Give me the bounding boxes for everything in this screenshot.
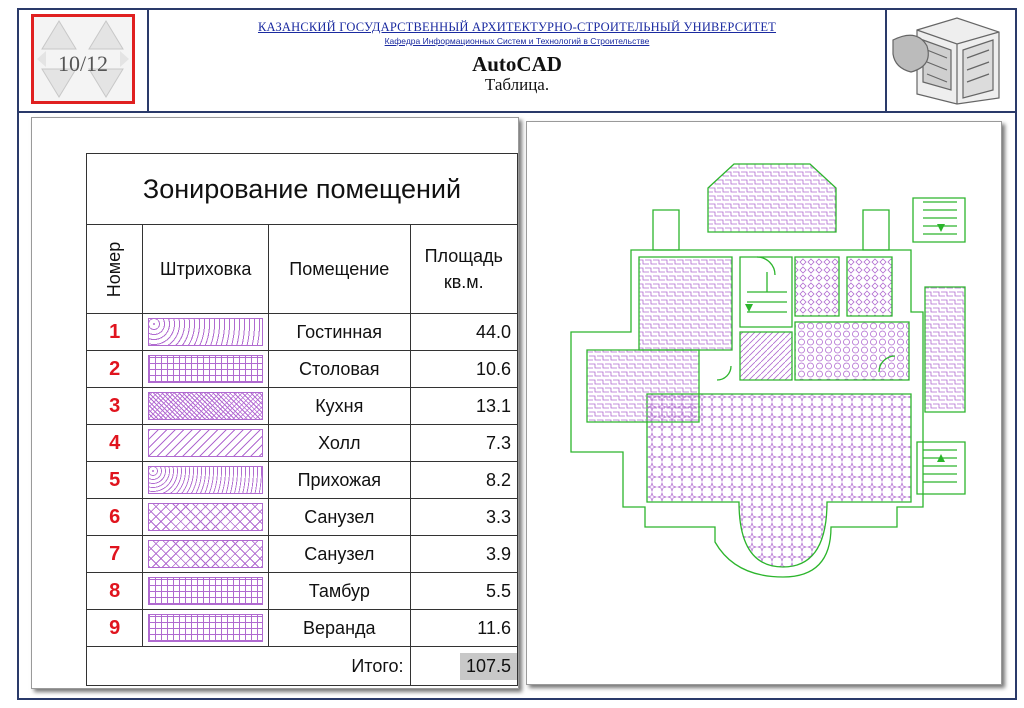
slide-counter[interactable]: 10/12: [31, 14, 135, 104]
row-hatch-swatch: [142, 498, 270, 536]
row-hatch-swatch: [142, 424, 270, 462]
table-row: 6 Санузел 3.3: [85, 498, 519, 536]
table-row: 5 Прихожая 8.2: [85, 461, 519, 499]
university-link[interactable]: КАЗАНСКИЙ ГОСУДАРСТВЕННЫЙ АРХИТЕКТУРНО-С…: [257, 20, 777, 34]
slide-counter-text: 10/12: [57, 51, 109, 76]
slide-frame: 10/12 КАЗАНСКИЙ ГОСУДАРСТВЕННЫЙ АРХИТЕКТ…: [17, 8, 1017, 700]
row-area: 13.1: [409, 387, 519, 425]
row-area: 3.9: [409, 535, 519, 573]
table-title: Зонирование помещений: [86, 153, 518, 225]
row-area: 8.2: [409, 461, 519, 499]
col-number-header: Номер: [85, 224, 144, 314]
col-area-header: Площадь кв.м.: [409, 224, 519, 314]
row-area: 44.0: [409, 313, 519, 351]
table-row: 2 Столовая 10.6: [85, 350, 519, 388]
floor-plan-panel: [526, 121, 1002, 685]
row-area: 7.3: [409, 424, 519, 462]
row-hatch-swatch: [142, 387, 270, 425]
row-room: Гостинная: [268, 313, 411, 351]
row-room: Тамбур: [268, 572, 411, 610]
row-number: 1: [85, 313, 144, 351]
slide-header: 10/12 КАЗАНСКИЙ ГОСУДАРСТВЕННЫЙ АРХИТЕКТ…: [19, 10, 1015, 113]
app-title: AutoCAD: [472, 52, 562, 76]
row-hatch-swatch: [142, 572, 270, 610]
row-number: 2: [85, 350, 144, 388]
zoning-table: Зонирование помещений Номер Штриховка По…: [85, 153, 519, 686]
table-row: 3 Кухня 13.1: [85, 387, 519, 425]
row-hatch-swatch: [142, 313, 270, 351]
row-room: Кухня: [268, 387, 411, 425]
row-hatch-swatch: [142, 350, 270, 388]
row-number: 6: [85, 498, 144, 536]
nav-cell: 10/12: [19, 10, 149, 111]
row-number: 3: [85, 387, 144, 425]
table-row: 7 Санузел 3.9: [85, 535, 519, 573]
row-room: Веранда: [268, 609, 411, 647]
table-row: 1 Гостинная 44.0: [85, 313, 519, 351]
table-row: 4 Холл 7.3: [85, 424, 519, 462]
row-number: 7: [85, 535, 144, 573]
row-room: Санузел: [268, 535, 411, 573]
row-room: Столовая: [268, 350, 411, 388]
row-number: 9: [85, 609, 144, 647]
table-row: 9 Веранда 11.6: [85, 609, 519, 647]
row-area: 11.6: [409, 609, 519, 647]
row-area: 10.6: [409, 350, 519, 388]
row-room: Санузел: [268, 498, 411, 536]
row-room: Холл: [268, 424, 411, 462]
row-room: Прихожая: [268, 461, 411, 499]
col-room-header: Помещение: [268, 224, 411, 314]
row-hatch-swatch: [142, 461, 270, 499]
row-area: 5.5: [409, 572, 519, 610]
row-number: 8: [85, 572, 144, 610]
row-number: 4: [85, 424, 144, 462]
row-hatch-swatch: [142, 535, 270, 573]
title-block: КАЗАНСКИЙ ГОСУДАРСТВЕННЫЙ АРХИТЕКТУРНО-С…: [149, 10, 885, 111]
total-label: Итого:: [86, 646, 411, 686]
row-area: 3.3: [409, 498, 519, 536]
nav-arrows-icon: [37, 20, 129, 98]
department-link[interactable]: Кафедра Информационных Систем и Технолог…: [384, 36, 650, 46]
building-3d-icon: [892, 17, 1000, 105]
building-image: [885, 10, 1017, 111]
col-hatch-header: Штриховка: [142, 224, 270, 314]
slide-subtitle: Таблица.: [484, 75, 550, 94]
table-row: 8 Тамбур 5.5: [85, 572, 519, 610]
total-value: 107.5: [409, 646, 519, 686]
row-number: 5: [85, 461, 144, 499]
table-body: 1 Гостинная 44.0 2 Столовая 10.6 3 Кухня 13.1 4 Хо…: [85, 313, 519, 647]
table-panel: Зонирование помещений Номер Штриховка По…: [31, 117, 519, 689]
row-hatch-swatch: [142, 609, 270, 647]
floor-plan-drawing: [570, 163, 966, 578]
